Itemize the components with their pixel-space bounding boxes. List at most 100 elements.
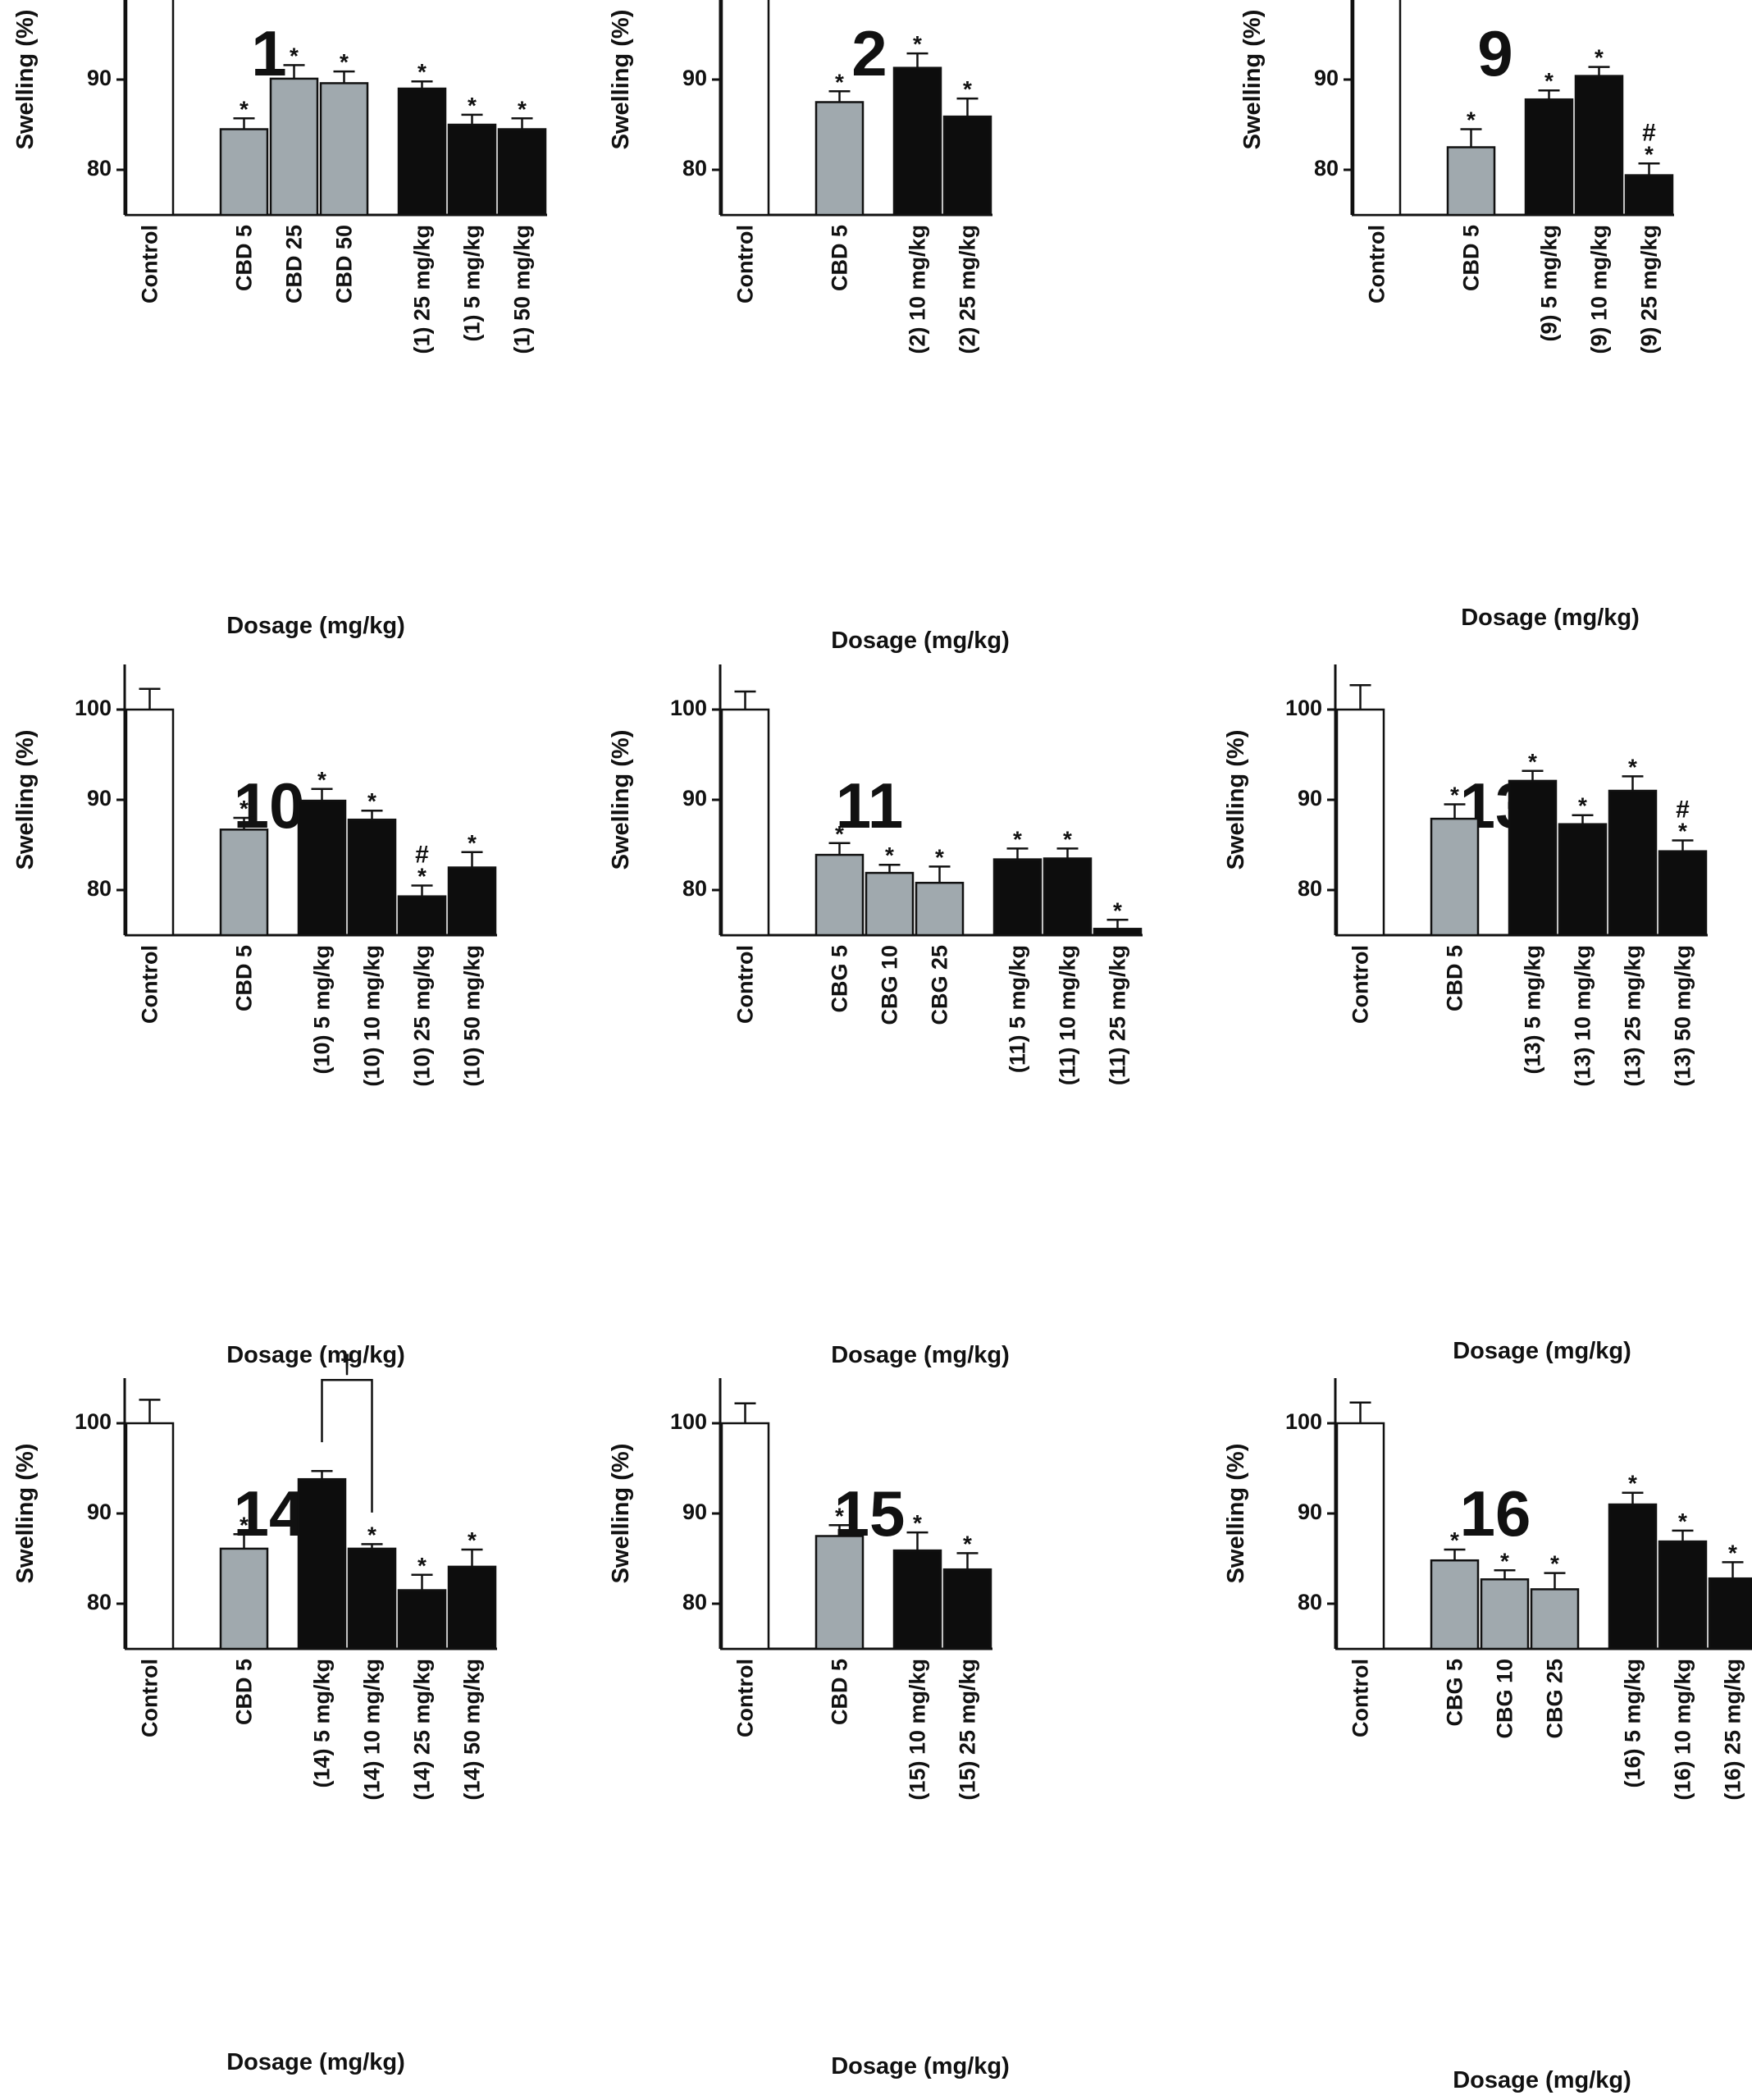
bar	[1335, 708, 1385, 937]
category-label: CBD 5	[232, 225, 257, 291]
significance-star: *	[290, 43, 299, 68]
significance-star: *	[1550, 1551, 1559, 1577]
category-label: (1) 5 mg/kg	[460, 225, 485, 342]
panel-title: 2	[851, 17, 887, 89]
bar	[1043, 857, 1093, 937]
significance-star: *	[835, 69, 844, 94]
significance-star: *	[1678, 1509, 1687, 1534]
bar	[397, 895, 447, 937]
significance-star: *	[240, 96, 249, 121]
category-label: Control	[733, 225, 758, 304]
category-label: CBD 50	[332, 225, 357, 304]
category-label: Control	[138, 225, 162, 304]
category-label: (9) 5 mg/kg	[1537, 225, 1562, 342]
category-label: (9) 10 mg/kg	[1587, 225, 1612, 354]
y-tick-label: 90	[1298, 786, 1322, 810]
comparison-bracket	[321, 1378, 373, 1513]
significance-star: *	[1013, 826, 1022, 851]
bar	[1508, 779, 1558, 937]
significance-star: *	[1728, 1540, 1737, 1565]
y-tick-label: 80	[1298, 876, 1322, 901]
bar	[347, 818, 397, 937]
y-tick-label: 90	[87, 786, 112, 810]
bar	[447, 866, 497, 937]
category-label: (10) 5 mg/kg	[310, 945, 335, 1075]
significance-star: *	[1467, 107, 1476, 133]
significance-star: *	[913, 31, 922, 57]
y-tick-label: 80	[1314, 156, 1339, 180]
x-axis-label: Dosage (mg/kg)	[831, 628, 1010, 654]
y-tick-label: 80	[682, 876, 707, 901]
panel-14: 14 80 90 100 Swelling (%) Control * CBD 5 (14) 5…	[12, 1349, 497, 2075]
x-axis-label: Dosage (mg/kg)	[1453, 1338, 1631, 1364]
bar	[219, 829, 269, 937]
significance-star: *	[240, 796, 249, 821]
category-label: (14) 50 mg/kg	[460, 1659, 485, 1801]
significance-star: *	[317, 767, 326, 792]
category-label: (10) 10 mg/kg	[360, 945, 385, 1087]
bar	[942, 1568, 992, 1650]
y-axis-label: Swelling (%)	[12, 10, 39, 150]
significance-star: *	[1500, 1548, 1509, 1573]
y-tick-label: 80	[1298, 1590, 1322, 1614]
y-tick-label: 100	[1285, 696, 1322, 720]
panel-title: 9	[1477, 17, 1512, 89]
bar	[125, 1422, 175, 1650]
bar	[720, 0, 770, 217]
y-axis-label: Swelling (%)	[12, 730, 39, 870]
significance-star: *	[1063, 826, 1072, 851]
category-label: (11) 25 mg/kg	[1106, 945, 1130, 1085]
significance-star: *	[1595, 45, 1604, 71]
hash-mark: #	[1676, 797, 1690, 824]
bar	[219, 1547, 269, 1650]
category-label: Control	[138, 945, 162, 1024]
bar	[915, 881, 965, 937]
bar	[1480, 1578, 1530, 1650]
category-label: Control	[1365, 225, 1389, 304]
y-tick-label: 100	[75, 1409, 112, 1434]
x-axis-label: Dosage (mg/kg)	[831, 1342, 1010, 1368]
bar	[1574, 75, 1624, 217]
y-axis-label: Swelling (%)	[608, 10, 634, 150]
bar	[1352, 0, 1402, 217]
significance-star: *	[340, 49, 349, 75]
category-label: Control	[1348, 945, 1373, 1024]
bar	[1093, 928, 1143, 937]
y-tick-label: 80	[682, 156, 707, 180]
panel-2: 28090100Swelling (%)Control*CBD 5*(2) 10…	[608, 0, 1010, 654]
panel-16: 16 80 90 100 Swelling (%) Control * CBG 5 * CBG 1…	[1223, 1378, 1752, 2093]
significance-star: *	[468, 1527, 477, 1553]
category-label: (10) 25 mg/kg	[410, 945, 435, 1087]
bar	[1608, 1503, 1658, 1650]
bar	[319, 82, 369, 217]
category-label: Control	[733, 945, 758, 1024]
significance-star: *	[1544, 68, 1554, 94]
bar	[892, 1549, 942, 1650]
significance-star: *	[835, 821, 844, 847]
category-label: (11) 5 mg/kg	[1006, 945, 1030, 1073]
category-label: (2) 25 mg/kg	[956, 225, 980, 354]
x-axis-label: Dosage (mg/kg)	[226, 1342, 405, 1368]
significance-star: *	[1628, 754, 1637, 779]
y-axis-label: Swelling (%)	[1223, 1444, 1249, 1584]
bar	[892, 66, 942, 217]
bar	[1430, 817, 1480, 937]
x-axis-label: Dosage (mg/kg)	[1461, 605, 1640, 631]
significance-star: *	[963, 76, 972, 102]
panel-9: 98090100Swelling (%)Control*CBD 5*(9) 5 …	[1239, 0, 1674, 631]
category-label: CBD 5	[232, 945, 257, 1011]
panel-title: 16	[1460, 1477, 1531, 1550]
y-axis-label: Swelling (%)	[608, 730, 634, 870]
significance-star: *	[1578, 793, 1587, 819]
category-label: (13) 25 mg/kg	[1621, 945, 1645, 1087]
bar	[1524, 98, 1574, 217]
bar	[720, 1422, 770, 1650]
bar	[1558, 823, 1608, 937]
category-label: (16) 25 mg/kg	[1721, 1659, 1745, 1801]
bar	[297, 1477, 347, 1650]
category-label: CBG 10	[1493, 1659, 1517, 1739]
y-tick-label: 100	[670, 1409, 707, 1434]
category-label: (16) 10 mg/kg	[1671, 1659, 1695, 1801]
